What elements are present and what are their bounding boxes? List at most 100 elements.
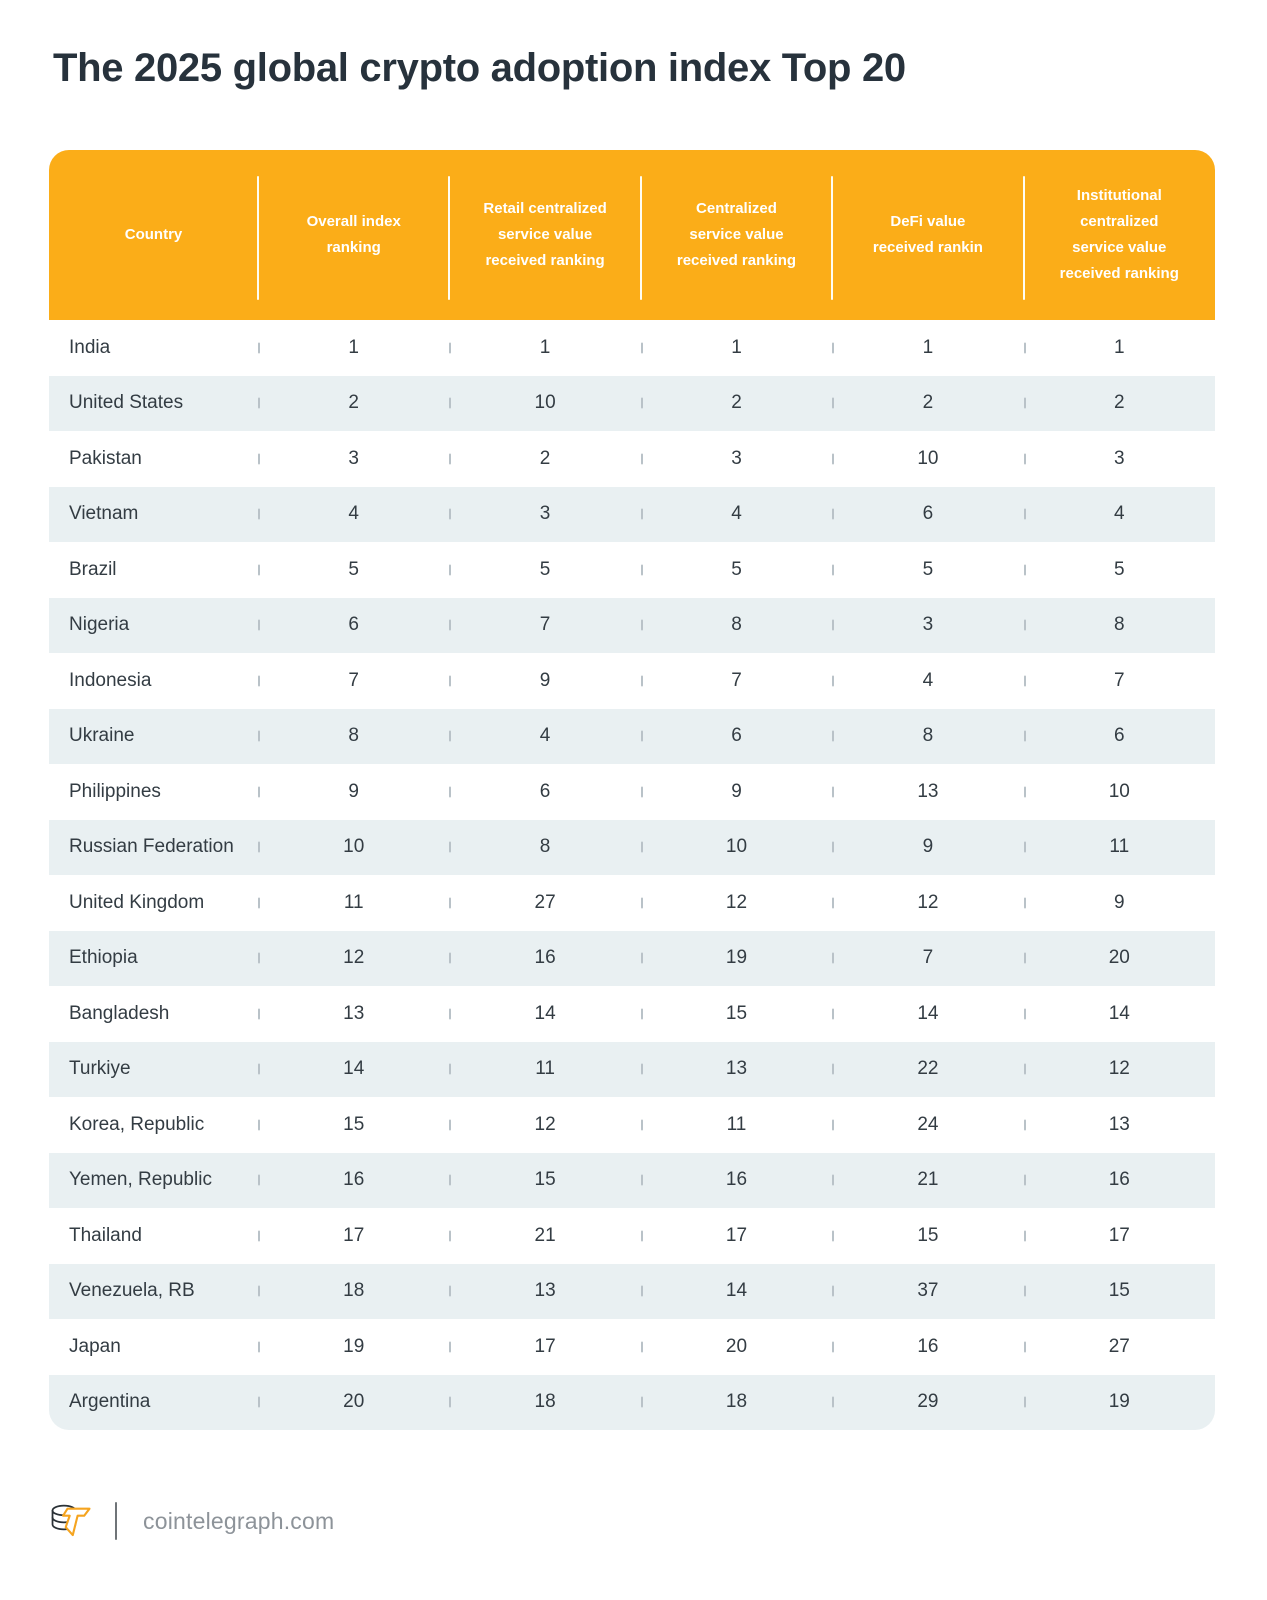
rank-cell: 4 <box>832 653 1023 709</box>
rank-cell: 3 <box>1024 431 1215 487</box>
rank-cell: 20 <box>258 1375 449 1431</box>
rank-cell: 10 <box>258 820 449 876</box>
rank-cell: 6 <box>258 598 449 654</box>
country-cell: Philippines <box>69 780 161 802</box>
rank-cell: 37 <box>832 1264 1023 1320</box>
table-row: Ethiopia 12 16 19 7 20 <box>49 930 1215 987</box>
rank-cell: 20 <box>641 1319 832 1375</box>
rank-cell: 7 <box>641 653 832 709</box>
column-header-1: Overall index ranking <box>256 150 449 320</box>
country-cell: Korea, Republic <box>69 1113 205 1135</box>
table-row: India 1 1 1 1 1 <box>49 320 1215 376</box>
rank-cell: 16 <box>258 1153 449 1209</box>
rank-cell: 1 <box>641 320 832 376</box>
rank-cell: 9 <box>832 820 1023 876</box>
column-header-0: Country <box>124 225 183 243</box>
rank-cell: 4 <box>258 487 449 543</box>
rank-cell: 2 <box>832 376 1023 432</box>
rank-cell: 7 <box>1024 653 1215 709</box>
rank-cell: 24 <box>832 1097 1023 1153</box>
rank-cell: 15 <box>641 986 832 1042</box>
footer: cointelegraph.com <box>49 1498 334 1544</box>
country-cell: Japan <box>69 1335 121 1357</box>
table-row: Argentina 20 18 18 29 19 <box>49 1374 1215 1431</box>
rank-cell: 21 <box>832 1153 1023 1209</box>
country-cell: Argentina <box>69 1391 151 1413</box>
table-row: Brazil 5 5 5 5 5 <box>49 542 1215 598</box>
rank-cell: 5 <box>1024 542 1215 598</box>
rank-cell: 9 <box>641 764 832 820</box>
rank-cell: 1 <box>449 320 640 376</box>
country-cell: Indonesia <box>69 669 152 691</box>
rank-cell: 19 <box>1024 1375 1215 1431</box>
rank-cell: 13 <box>641 1042 832 1098</box>
rank-cell: 8 <box>641 598 832 654</box>
rank-cell: 12 <box>1024 1042 1215 1098</box>
country-cell: United States <box>69 392 184 414</box>
rank-cell: 3 <box>641 431 832 487</box>
rank-cell: 6 <box>1024 709 1215 765</box>
rank-cell: 13 <box>832 764 1023 820</box>
rank-cell: 8 <box>258 709 449 765</box>
table-row: Japan 19 17 20 16 27 <box>49 1319 1215 1375</box>
rank-cell: 5 <box>449 542 640 598</box>
rank-cell: 1 <box>258 320 449 376</box>
table-row: Philippines 9 6 9 13 10 <box>49 764 1215 820</box>
table-row: Russian Federation 10 8 10 9 11 <box>49 819 1215 876</box>
rank-cell: 15 <box>832 1208 1023 1264</box>
rank-cell: 7 <box>832 931 1023 987</box>
rank-cell: 21 <box>449 1208 640 1264</box>
rank-cell: 14 <box>1024 986 1215 1042</box>
country-cell: Ukraine <box>69 725 135 747</box>
rank-cell: 20 <box>1024 931 1215 987</box>
rank-cell: 18 <box>641 1375 832 1431</box>
table-row: Bangladesh 13 14 15 14 14 <box>49 986 1215 1042</box>
table-row: Nigeria 6 7 8 3 8 <box>49 597 1215 654</box>
rank-cell: 5 <box>832 542 1023 598</box>
rank-cell: 12 <box>449 1097 640 1153</box>
rank-cell: 3 <box>832 598 1023 654</box>
country-cell: India <box>69 336 111 358</box>
table-row: Yemen, Republic 16 15 16 21 16 <box>49 1152 1215 1209</box>
rank-cell: 3 <box>258 431 449 487</box>
crypto-adoption-table: Country Overall index ranking Retail centr… <box>49 150 1215 1430</box>
rank-cell: 13 <box>449 1264 640 1320</box>
rank-cell: 12 <box>258 931 449 987</box>
rank-cell: 18 <box>258 1264 449 1320</box>
rank-cell: 13 <box>1024 1097 1215 1153</box>
rank-cell: 11 <box>641 1097 832 1153</box>
column-header-2: Retail centralized service value receive… <box>448 150 640 320</box>
table-row: Vietnam 4 3 4 6 4 <box>49 486 1215 543</box>
rank-cell: 6 <box>832 487 1023 543</box>
rank-cell: 19 <box>641 931 832 987</box>
rank-cell: 14 <box>449 986 640 1042</box>
rank-cell: 6 <box>449 764 640 820</box>
rank-cell: 14 <box>641 1264 832 1320</box>
rank-cell: 13 <box>258 986 449 1042</box>
country-cell: Russian Federation <box>69 836 234 858</box>
rank-cell: 14 <box>832 986 1023 1042</box>
country-cell: Turkiye <box>69 1058 131 1080</box>
rank-cell: 11 <box>449 1042 640 1098</box>
rank-cell: 10 <box>641 820 832 876</box>
rank-cell: 2 <box>449 431 640 487</box>
rank-cell: 11 <box>1024 820 1215 876</box>
rank-cell: 9 <box>449 653 640 709</box>
country-cell: Thailand <box>69 1224 142 1246</box>
table-row: Venezuela, RB 18 13 14 37 15 <box>49 1263 1215 1320</box>
country-cell: Ethiopia <box>69 947 138 969</box>
rank-cell: 17 <box>449 1319 640 1375</box>
rank-cell: 19 <box>258 1319 449 1375</box>
table-row: United States 2 10 2 2 2 <box>49 375 1215 432</box>
rank-cell: 2 <box>641 376 832 432</box>
rank-cell: 10 <box>832 431 1023 487</box>
rank-cell: 7 <box>449 598 640 654</box>
rank-cell: 15 <box>449 1153 640 1209</box>
rank-cell: 12 <box>832 875 1023 931</box>
rank-cell: 17 <box>258 1208 449 1264</box>
rank-cell: 18 <box>449 1375 640 1431</box>
rank-cell: 1 <box>1024 320 1215 376</box>
column-header-3: Centralized service value received ranki… <box>639 150 832 320</box>
table-row: Turkiye 14 11 13 22 12 <box>49 1041 1215 1098</box>
country-cell: Yemen, Republic <box>69 1169 212 1191</box>
